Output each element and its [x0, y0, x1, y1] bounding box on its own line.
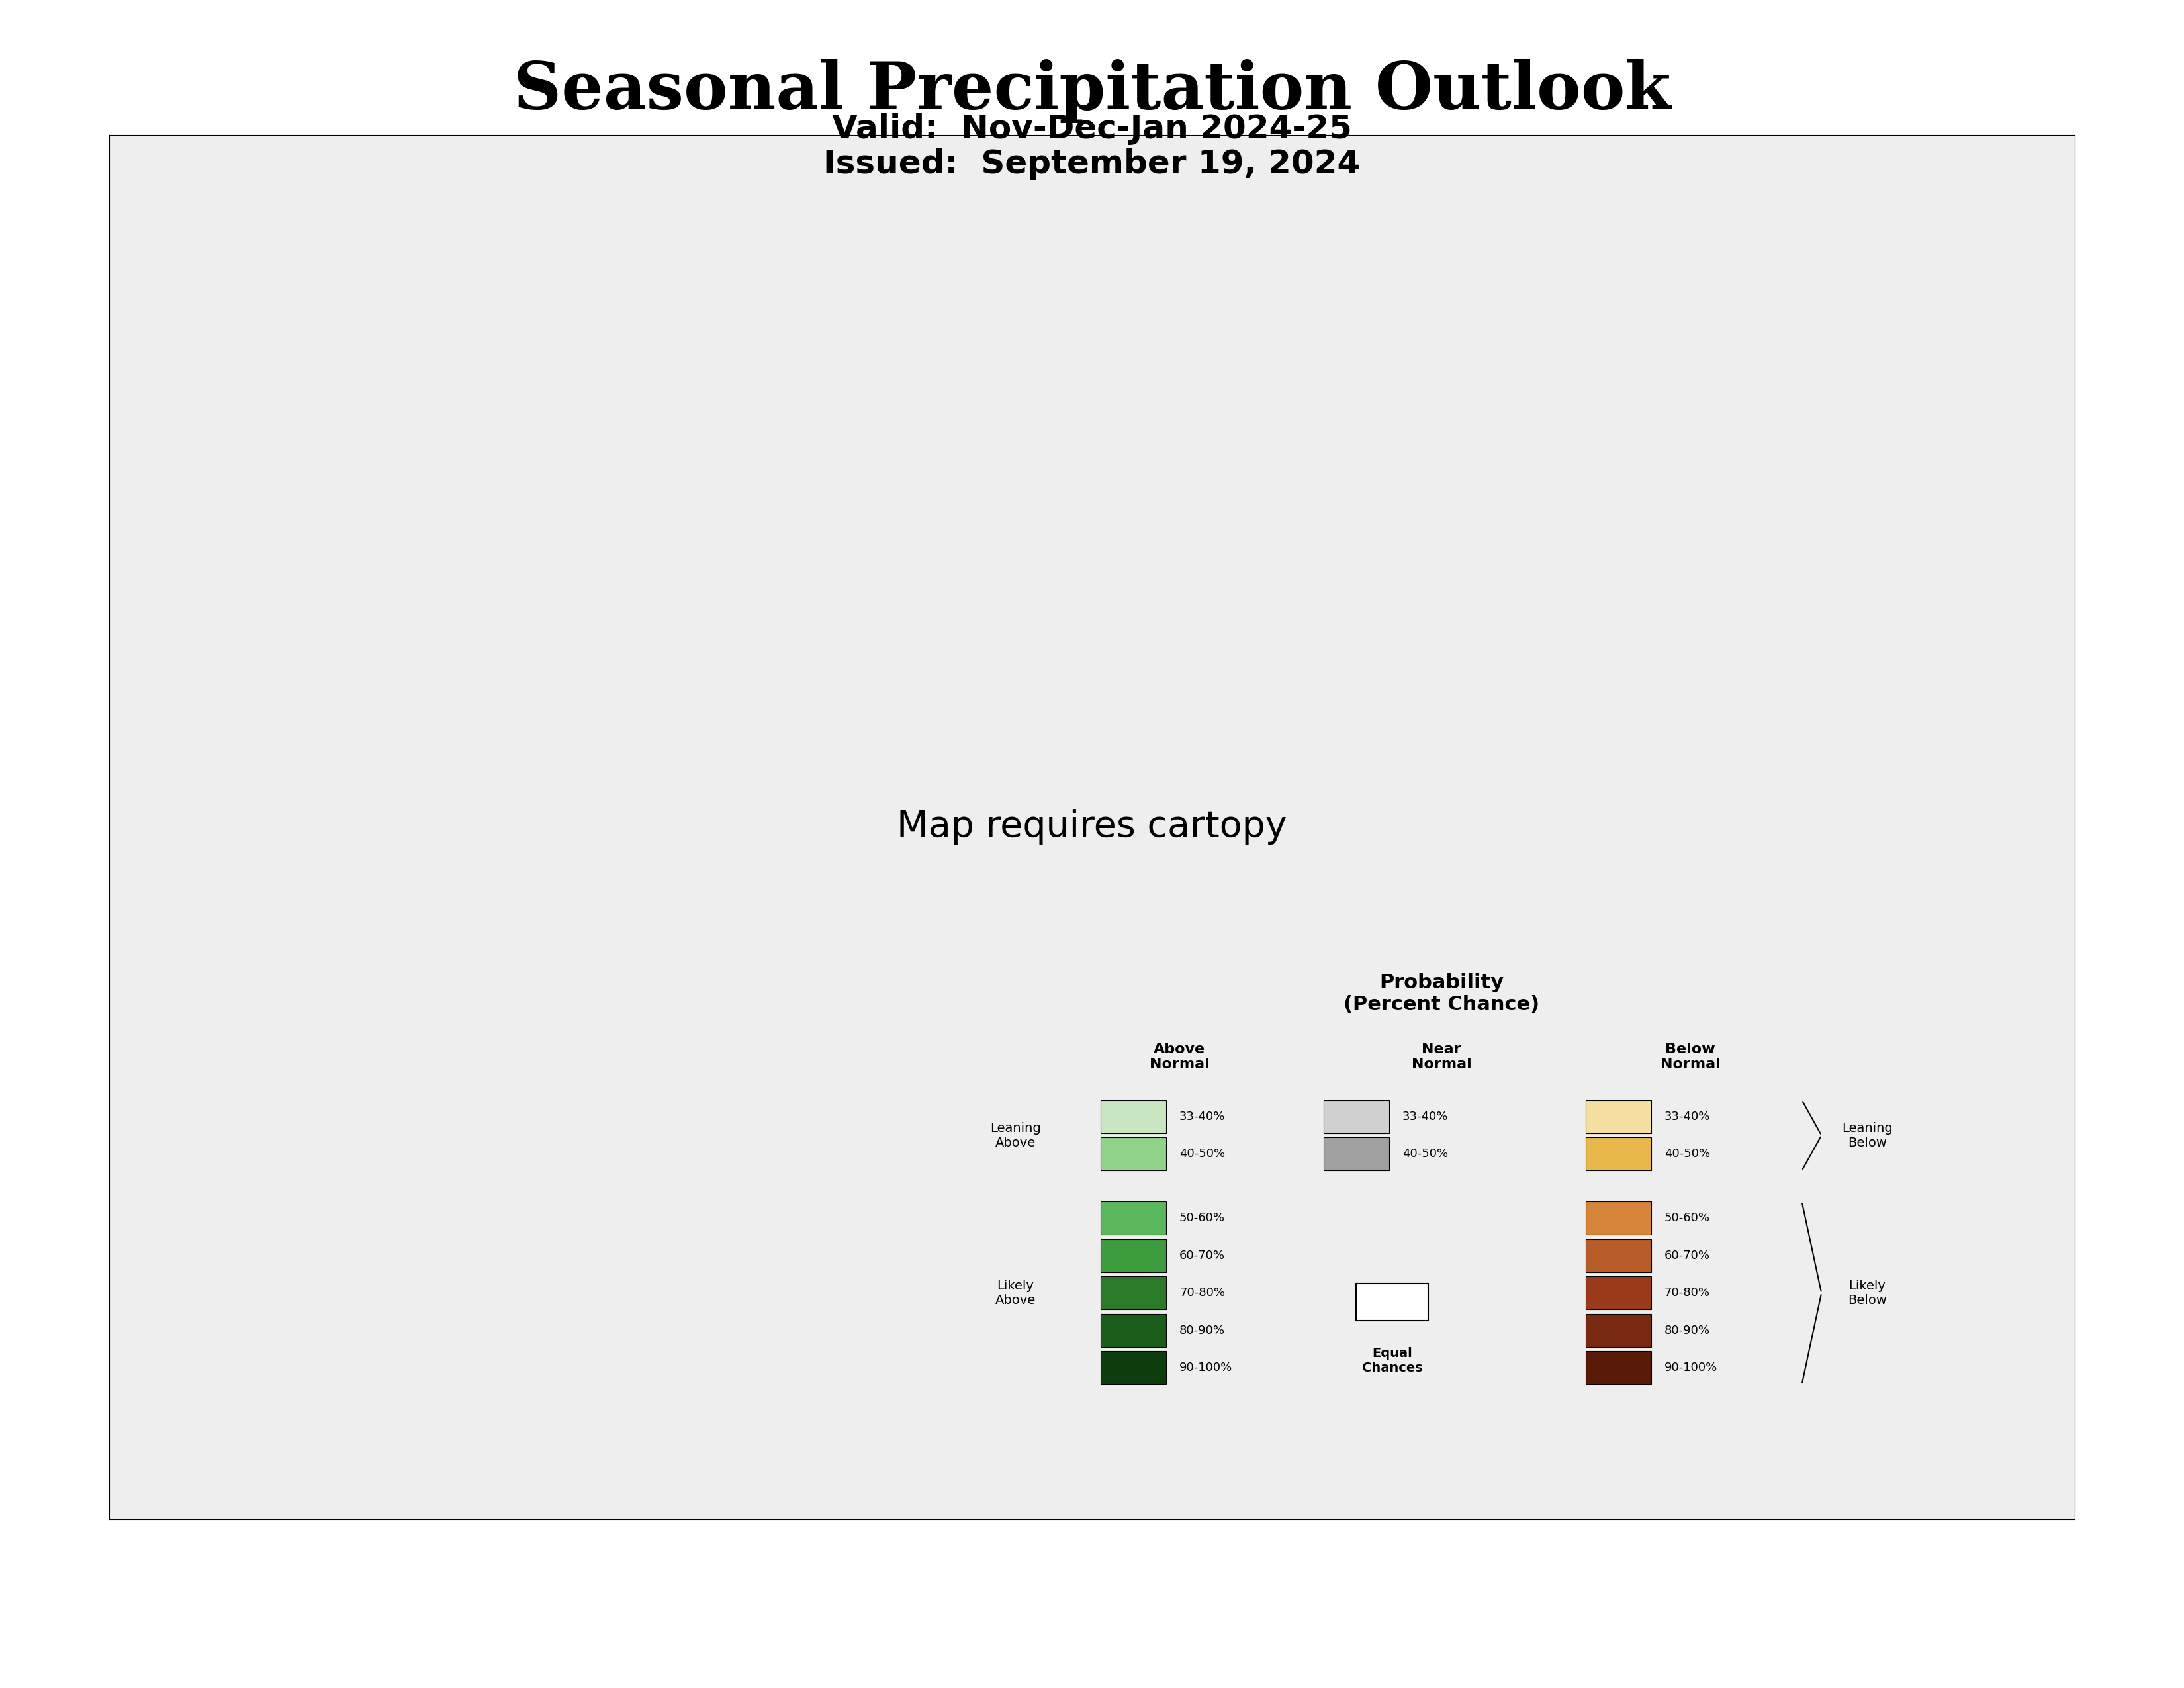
Text: Probability
(Percent Chance): Probability (Percent Chance)	[1343, 972, 1540, 1014]
Text: 90-100%: 90-100%	[1664, 1362, 1717, 1374]
Text: 80-90%: 80-90%	[1179, 1325, 1225, 1337]
Text: Leaning
Below: Leaning Below	[1841, 1123, 1894, 1150]
Bar	[1586, 1101, 1651, 1133]
Bar	[1356, 1285, 1428, 1320]
Text: Above
Normal: Above Normal	[1149, 1041, 1210, 1070]
Text: Likely
Above: Likely Above	[996, 1280, 1035, 1307]
Text: 50-60%: 50-60%	[1664, 1212, 1710, 1224]
Bar	[1586, 1276, 1651, 1310]
Bar	[1101, 1239, 1166, 1273]
Text: Near
Normal: Near Normal	[1411, 1041, 1472, 1070]
Text: Map requires cartopy: Map requires cartopy	[898, 809, 1286, 846]
Bar	[1324, 1101, 1389, 1133]
Bar	[1101, 1352, 1166, 1384]
Bar	[1101, 1101, 1166, 1133]
Text: 40-50%: 40-50%	[1179, 1148, 1225, 1160]
Text: 40-50%: 40-50%	[1402, 1148, 1448, 1160]
Bar	[1101, 1138, 1166, 1171]
Text: 70-80%: 70-80%	[1179, 1286, 1225, 1300]
Text: 60-70%: 60-70%	[1664, 1249, 1710, 1261]
Text: Seasonal Precipitation Outlook: Seasonal Precipitation Outlook	[513, 59, 1671, 123]
Bar	[1586, 1352, 1651, 1384]
Text: Leaning
Above: Leaning Above	[989, 1123, 1042, 1150]
Bar	[1586, 1138, 1651, 1171]
Text: 50-60%: 50-60%	[1179, 1212, 1225, 1224]
Text: 33-40%: 33-40%	[1664, 1111, 1710, 1123]
Bar	[1101, 1276, 1166, 1310]
Text: 40-50%: 40-50%	[1664, 1148, 1710, 1160]
Text: 60-70%: 60-70%	[1179, 1249, 1225, 1261]
Text: 80-90%: 80-90%	[1664, 1325, 1710, 1337]
Text: Equal
Chances: Equal Chances	[1363, 1347, 1422, 1374]
Bar	[1586, 1313, 1651, 1347]
Text: 33-40%: 33-40%	[1179, 1111, 1225, 1123]
Text: Valid:  Nov-Dec-Jan 2024-25: Valid: Nov-Dec-Jan 2024-25	[832, 113, 1352, 145]
Bar	[1586, 1239, 1651, 1273]
Bar	[1101, 1202, 1166, 1236]
Bar	[1101, 1313, 1166, 1347]
Text: 33-40%: 33-40%	[1402, 1111, 1448, 1123]
Bar	[1324, 1138, 1389, 1171]
Text: Below
Normal: Below Normal	[1660, 1041, 1721, 1070]
Bar	[1586, 1202, 1651, 1236]
Text: Issued:  September 19, 2024: Issued: September 19, 2024	[823, 149, 1361, 181]
Text: Likely
Below: Likely Below	[1848, 1280, 1887, 1307]
Text: 90-100%: 90-100%	[1179, 1362, 1232, 1374]
Text: 70-80%: 70-80%	[1664, 1286, 1710, 1300]
